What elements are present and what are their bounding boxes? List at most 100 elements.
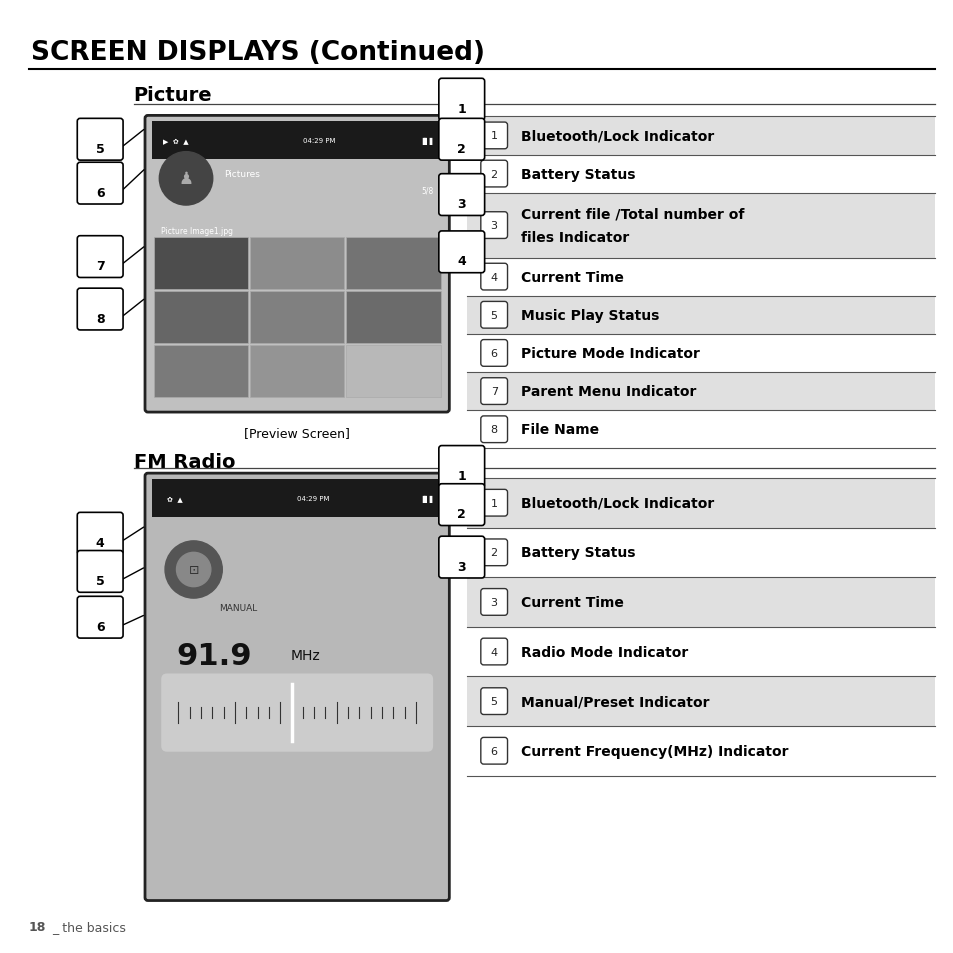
Text: Picture Image1.jpg: Picture Image1.jpg — [161, 227, 233, 236]
Text: Battery Status: Battery Status — [520, 168, 635, 181]
Text: 6: 6 — [95, 620, 105, 633]
FancyBboxPatch shape — [77, 236, 123, 278]
Bar — [153, 237, 248, 290]
Text: 2: 2 — [490, 548, 497, 558]
Bar — [346, 237, 440, 290]
Bar — [467, 578, 934, 627]
Text: ♟: ♟ — [178, 171, 193, 188]
Bar — [467, 117, 934, 155]
FancyBboxPatch shape — [438, 119, 484, 161]
Text: ▐▌▌: ▐▌▌ — [419, 495, 436, 502]
Text: FM Radio: FM Radio — [133, 453, 234, 472]
Bar — [152, 122, 442, 160]
Text: 1: 1 — [490, 498, 497, 508]
Circle shape — [176, 553, 211, 587]
Text: ⊡: ⊡ — [188, 563, 199, 577]
Text: Pictures: Pictures — [224, 170, 260, 179]
FancyBboxPatch shape — [480, 123, 507, 150]
FancyBboxPatch shape — [77, 597, 123, 639]
Bar — [153, 292, 248, 343]
Text: 1: 1 — [456, 103, 466, 115]
Bar — [467, 373, 934, 411]
FancyBboxPatch shape — [438, 232, 484, 274]
FancyBboxPatch shape — [480, 340, 507, 367]
Text: 04:29 PM: 04:29 PM — [296, 496, 330, 501]
Text: Manual/Preset Indicator: Manual/Preset Indicator — [520, 695, 709, 708]
FancyBboxPatch shape — [77, 163, 123, 205]
Text: 7: 7 — [95, 260, 105, 273]
Text: 2: 2 — [456, 508, 466, 520]
Text: Current Time: Current Time — [520, 271, 623, 284]
FancyBboxPatch shape — [480, 302, 507, 329]
FancyBboxPatch shape — [145, 474, 449, 901]
Text: 8: 8 — [490, 425, 497, 435]
Text: 3: 3 — [490, 221, 497, 231]
Bar — [346, 345, 440, 397]
Text: File Name: File Name — [520, 423, 598, 436]
Text: 2: 2 — [456, 143, 466, 155]
Text: 2: 2 — [490, 170, 497, 179]
FancyBboxPatch shape — [77, 119, 123, 161]
FancyBboxPatch shape — [438, 446, 484, 488]
Text: 04:29 PM: 04:29 PM — [303, 138, 335, 144]
Text: SCREEN DISPLAYS (Continued): SCREEN DISPLAYS (Continued) — [30, 40, 484, 66]
Text: Parent Menu Indicator: Parent Menu Indicator — [520, 385, 696, 398]
Text: Current Time: Current Time — [520, 596, 623, 609]
FancyBboxPatch shape — [77, 289, 123, 331]
Text: MHz: MHz — [291, 649, 320, 662]
Text: Radio Mode Indicator: Radio Mode Indicator — [520, 645, 687, 659]
Text: _ the basics: _ the basics — [52, 920, 126, 933]
Text: Music Play Status: Music Play Status — [520, 309, 659, 322]
Text: Current Frequency(MHz) Indicator: Current Frequency(MHz) Indicator — [520, 744, 787, 758]
FancyBboxPatch shape — [77, 513, 123, 555]
Circle shape — [159, 152, 213, 206]
FancyBboxPatch shape — [480, 738, 507, 764]
FancyBboxPatch shape — [438, 484, 484, 526]
Bar — [153, 345, 248, 397]
FancyBboxPatch shape — [161, 674, 433, 752]
FancyBboxPatch shape — [480, 539, 507, 566]
Text: 4: 4 — [95, 537, 105, 549]
Text: ✿  ▲: ✿ ▲ — [167, 496, 183, 501]
FancyBboxPatch shape — [480, 490, 507, 517]
Circle shape — [165, 541, 222, 598]
Bar — [346, 292, 440, 343]
Bar — [250, 292, 344, 343]
Text: Picture Mode Indicator: Picture Mode Indicator — [520, 347, 700, 360]
FancyBboxPatch shape — [438, 174, 484, 216]
Text: 4: 4 — [490, 647, 497, 657]
FancyBboxPatch shape — [438, 537, 484, 578]
Text: 5: 5 — [490, 697, 497, 706]
Bar — [467, 478, 934, 528]
Text: Bluetooth/Lock Indicator: Bluetooth/Lock Indicator — [520, 130, 714, 143]
Text: 6: 6 — [490, 746, 497, 756]
Text: 6: 6 — [95, 187, 105, 199]
Text: Bluetooth/Lock Indicator: Bluetooth/Lock Indicator — [520, 497, 714, 510]
Text: 4: 4 — [490, 273, 497, 282]
FancyBboxPatch shape — [480, 416, 507, 443]
Text: 5: 5 — [95, 143, 105, 155]
Text: [Preview Screen]: [Preview Screen] — [244, 427, 350, 440]
Text: 3: 3 — [456, 198, 466, 211]
FancyBboxPatch shape — [438, 79, 484, 121]
Text: 1: 1 — [490, 132, 497, 141]
FancyBboxPatch shape — [480, 378, 507, 405]
Text: ▶  ✿  ▲: ▶ ✿ ▲ — [163, 138, 189, 144]
Text: 6: 6 — [490, 349, 497, 358]
FancyBboxPatch shape — [480, 264, 507, 291]
FancyBboxPatch shape — [480, 688, 507, 715]
Text: 18: 18 — [29, 920, 46, 933]
Bar — [467, 677, 934, 726]
Bar — [250, 345, 344, 397]
FancyBboxPatch shape — [480, 589, 507, 616]
Text: 3: 3 — [490, 598, 497, 607]
Text: 7: 7 — [490, 387, 497, 396]
Text: 5/8: 5/8 — [421, 186, 433, 195]
Text: Battery Status: Battery Status — [520, 546, 635, 559]
FancyBboxPatch shape — [145, 116, 449, 413]
Text: 8: 8 — [95, 313, 105, 325]
FancyBboxPatch shape — [480, 161, 507, 188]
Text: 1: 1 — [456, 470, 466, 482]
Text: Current file /Total number of: Current file /Total number of — [520, 208, 743, 221]
Text: 5: 5 — [490, 311, 497, 320]
